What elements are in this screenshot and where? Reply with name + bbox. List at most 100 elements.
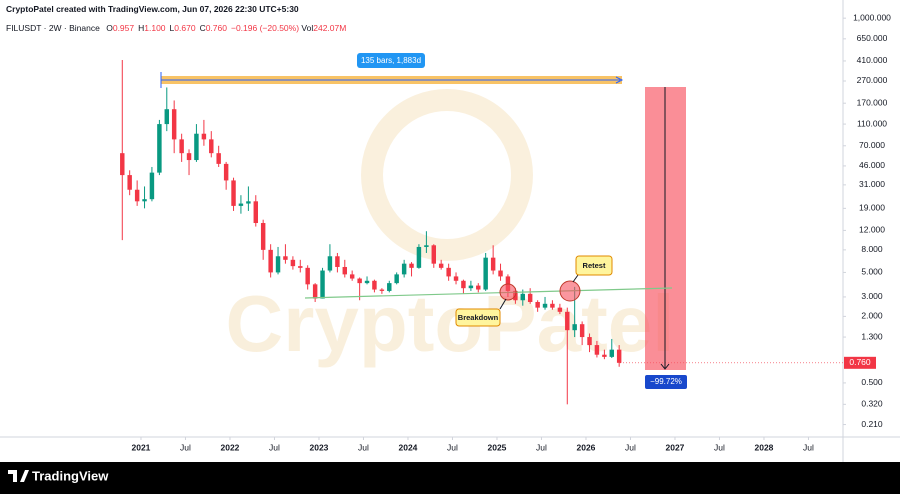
y-tick-label: 8.000	[861, 244, 883, 254]
ohlc-key: C	[199, 23, 206, 33]
candle-body	[283, 256, 288, 260]
x-tick-label: 2027	[666, 442, 685, 452]
candle-body	[572, 324, 577, 331]
y-tick-label: 270.000	[857, 75, 888, 85]
header: CryptoPatel created with TradingView.com…	[6, 4, 346, 42]
volume-key: Vol	[301, 23, 314, 33]
volume: 242.07M	[313, 23, 347, 33]
breakdown-box	[455, 308, 501, 327]
ohlc-key: O	[106, 23, 113, 33]
x-tick-label: 2028	[755, 442, 774, 452]
x-tick-label: 2023	[310, 442, 329, 452]
y-tick-label: 410.000	[857, 55, 888, 65]
range-arrow	[615, 76, 624, 84]
symbol-line: FILUSDT · 2W · Binance O0.957 H1.100 L0.67…	[6, 23, 346, 33]
candle-body	[327, 256, 333, 271]
candle-body	[268, 249, 273, 273]
breakdown-pointer	[499, 298, 507, 310]
watermark-logo	[361, 89, 533, 261]
change-label-box	[645, 375, 687, 389]
retest-box	[575, 255, 613, 276]
candle-body	[364, 280, 370, 284]
candle-body	[527, 293, 533, 302]
candle-body	[349, 274, 355, 279]
candle-body	[134, 189, 140, 202]
x-tick-label: 2026	[577, 442, 596, 452]
x-tick-label: 2022	[221, 442, 240, 452]
breakdown-marker	[499, 283, 517, 301]
x-tick-label: 2024	[399, 442, 418, 452]
ohlc-value: −0.196 (−20.50%)	[230, 23, 300, 33]
candle-body	[171, 109, 177, 140]
y-tick-label: 46.000	[859, 160, 885, 170]
candle-body	[394, 274, 399, 284]
retest-label: Retest	[583, 261, 606, 270]
y-tick-label: 5.000	[861, 267, 883, 277]
x-tick-label: 2025	[488, 442, 507, 452]
candle-body	[453, 276, 459, 281]
candle-body	[476, 285, 481, 290]
candle-body	[468, 285, 474, 289]
candle-body	[223, 163, 229, 181]
candle-body	[157, 124, 162, 173]
x-tick-label: 2021	[132, 442, 151, 452]
x-tick-label: Jul	[447, 442, 458, 452]
x-tick-label: Jul	[536, 442, 547, 452]
footer-brand: TradingView	[32, 468, 109, 483]
y-tick-label: 110.000	[857, 118, 887, 128]
candle-body	[557, 307, 563, 312]
candle-body	[253, 201, 259, 224]
retest-marker	[559, 280, 581, 302]
ohlc-value: 1.100	[144, 23, 166, 33]
y-tick-label: 3.000	[861, 291, 883, 301]
candle-body	[357, 278, 362, 284]
x-tick-label: Jul	[714, 442, 725, 452]
candle-body	[498, 270, 503, 277]
candle-body	[579, 324, 585, 338]
candle-body	[179, 139, 184, 154]
candle-body	[587, 337, 592, 346]
candle-body	[335, 256, 340, 267]
range-label-box	[357, 53, 425, 68]
candle-body	[260, 223, 266, 250]
candle-body	[142, 199, 147, 202]
ohlc-value: 0.957	[112, 23, 135, 33]
candle-body	[216, 153, 221, 164]
credit: CryptoPatel created with TradingView.com…	[6, 4, 299, 14]
candle-body	[401, 263, 407, 275]
change-arrow	[660, 363, 670, 370]
candle-body	[186, 153, 192, 161]
candle-body	[342, 266, 348, 275]
ohlc-value: 0.670	[174, 23, 196, 33]
candle-body	[312, 284, 318, 299]
y-tick-label: 0.210	[861, 419, 883, 429]
x-tick-label: Jul	[625, 442, 636, 452]
candle-body	[616, 349, 622, 363]
trend-line	[304, 287, 673, 299]
y-tick-label: 170.000	[857, 97, 888, 107]
candle-body	[446, 267, 451, 277]
breakdown-label: Breakdown	[458, 313, 499, 322]
candle-body	[565, 311, 570, 331]
candle-body	[520, 293, 526, 301]
candle-body	[320, 270, 325, 299]
x-tick-label: Jul	[180, 442, 191, 452]
candle-body	[275, 256, 281, 273]
candle-body	[379, 289, 385, 291]
last-price-label: 0.760	[849, 357, 871, 367]
symbol: FILUSDT · 2W · Binance	[6, 23, 100, 33]
candle-body	[594, 345, 600, 355]
y-tick-label: 1,000.000	[853, 12, 891, 22]
candle-body	[149, 172, 155, 200]
candle-body	[431, 245, 437, 264]
candle-body	[231, 180, 236, 206]
last-price-box	[844, 356, 876, 369]
ohlc: O0.957 H1.100 L0.670 C0.760 −0.196 (−20.50%)	[102, 23, 301, 33]
candle-body	[194, 133, 199, 161]
candle-body	[372, 280, 377, 290]
change-label: −99.72%	[650, 377, 682, 386]
y-tick-label: 12.000	[859, 225, 885, 235]
candle-body	[409, 263, 414, 268]
x-tick-label: Jul	[269, 442, 280, 452]
